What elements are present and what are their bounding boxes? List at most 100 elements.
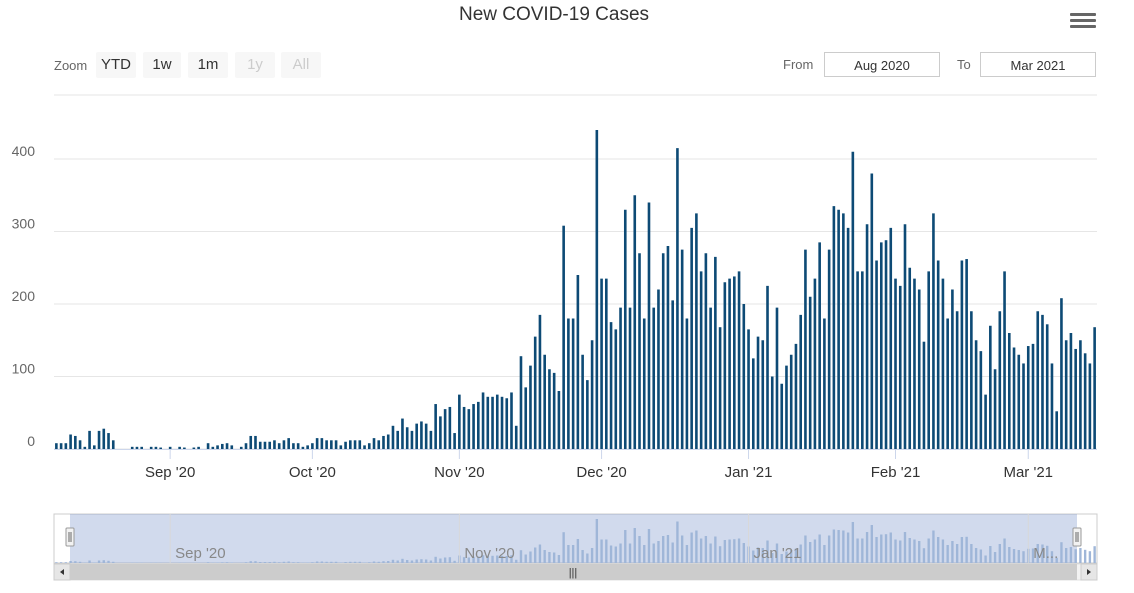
navigator-bar [1079,548,1082,563]
bar [552,372,556,449]
bar [69,434,72,449]
navigator-bar [415,559,418,563]
navigator-bar [320,561,324,563]
navigator-bar [1036,544,1039,563]
bar [382,435,385,449]
bar [55,443,58,449]
navigator-bar [334,561,338,563]
navigator-bar [733,539,736,563]
bar [505,398,509,449]
navigator-bar [382,561,385,563]
zoom-1m-button[interactable]: 1m [188,52,228,78]
bar [1088,363,1092,449]
navigator-bar [330,561,333,563]
bar [794,343,798,449]
navigator-bar [756,547,760,563]
navigator-bar [448,557,452,563]
navigator-bar [1088,551,1092,563]
navigator-bar [1022,551,1025,563]
navigator-right-handle[interactable] [1072,527,1082,547]
zoom-ytd-button[interactable]: YTD [96,52,136,78]
navigator-bar [899,540,902,563]
scrollbar-grip[interactable]: ||| [569,567,578,579]
bar [936,260,940,449]
from-date-input[interactable]: Aug 2020 [824,52,940,77]
bar [894,278,897,449]
navigator-bar [292,562,295,563]
bar [149,446,153,449]
navigator-bar [1093,546,1096,563]
bar [529,365,532,449]
bar [168,446,172,449]
navigator-bar [78,561,82,563]
navigator-left-handle[interactable] [65,527,75,547]
bar [576,275,580,449]
navigator-bar [761,548,764,563]
navigator-bar [699,538,703,563]
bar [1022,363,1025,449]
bar [680,249,684,449]
navigator-bar [875,537,878,563]
bar [462,406,466,449]
bar [747,329,750,449]
navigator-bar [984,555,987,563]
navigator-bar [723,540,727,563]
bar [192,447,196,449]
navigator-bar [581,550,584,563]
scroll-left-arrow-icon [60,569,64,575]
bar [254,435,257,449]
from-label: From [783,57,814,72]
bar [832,206,836,449]
navigator-bar [230,562,233,563]
bar [1074,348,1077,449]
navigator-bar [387,561,390,563]
navigator-bar [903,532,907,563]
zoom-all-button: All [281,52,321,78]
navigator-bar [401,558,404,563]
navigator-bar [524,554,527,563]
bar [472,404,475,449]
navigator-bar [391,559,395,563]
bar [808,296,812,449]
navigator-bar [918,541,921,563]
bar [851,151,855,449]
bar [837,209,840,449]
navigator-bar [936,537,940,563]
zoom-1w-button[interactable]: 1w [143,52,181,78]
bar [111,440,115,449]
navigator-bar [287,561,290,563]
navigator-bar [1064,548,1068,563]
bar [913,278,916,449]
bar [543,354,546,449]
bar [823,318,826,449]
bar [59,443,63,449]
bar [605,278,608,449]
bar [567,318,570,449]
bar [225,443,229,449]
navigator-bar [349,561,352,563]
bar [780,383,784,449]
navigator-bar [434,556,437,563]
bar [652,307,656,449]
bar [443,409,447,449]
bar [1060,298,1063,449]
bar [1083,353,1087,449]
bar [439,416,442,449]
navigator-bar [486,555,489,563]
navigator-bar [1017,550,1020,563]
bar [628,307,632,449]
hamburger-menu-icon[interactable] [1070,10,1096,32]
navigator-bar [808,542,812,563]
navigator-bar [714,536,717,563]
bar [974,340,978,449]
navigator-bar [941,539,945,563]
bar [548,369,551,449]
navigator-bar [628,543,632,563]
to-date-input[interactable]: Mar 2021 [980,52,1096,77]
navigator-bar [993,552,997,563]
navigator-bar [647,529,651,563]
scrollbar-thumb[interactable] [70,564,1077,580]
bar [884,240,888,449]
bar [581,354,584,449]
bar [197,446,200,449]
